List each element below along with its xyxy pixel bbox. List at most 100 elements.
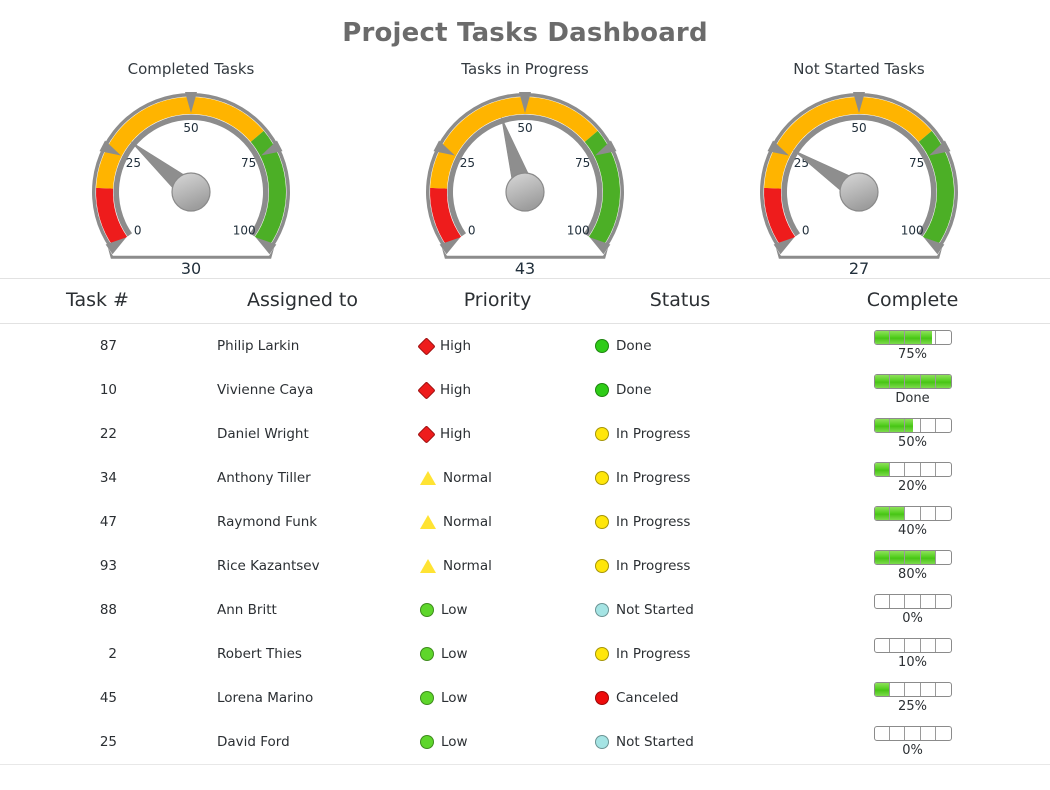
priority-wrap: Low [420,734,585,750]
progress-label: 75% [898,347,927,362]
status-dot-icon [595,515,609,529]
gauge-band-1 [430,96,598,189]
circle-icon [420,691,434,705]
progress-segment [875,727,890,740]
table-row[interactable]: 25 David Ford Low Not Started 0% [0,720,1050,765]
cell-status: In Progress [585,632,775,676]
progress-segment [936,683,950,696]
progress-segment [905,463,921,476]
gauge-value: 43 [515,259,535,278]
progress-cell: 50% [775,418,1050,450]
status-dot-icon [595,427,609,441]
progress-cell: 10% [775,638,1050,670]
progress-segment [905,595,921,608]
table-row[interactable]: 88 Ann Britt Low Not Started 0% [0,588,1050,632]
gauge-tick-label-100: 100 [901,223,924,237]
progress-segment [936,375,950,388]
status-label: Done [616,382,652,398]
priority-wrap: Normal [420,514,585,530]
progress-segment [875,683,890,696]
column-header-assignee[interactable]: Assigned to [195,278,410,324]
progress-bar [873,594,952,609]
status-label: In Progress [616,514,691,530]
cell-task-number: 87 [0,323,195,368]
progress-segment [875,419,890,432]
table-row[interactable]: 10 Vivienne Caya High Done Done [0,368,1050,412]
progress-segment [875,595,890,608]
progress-segment [936,595,950,608]
progress-segment [875,331,890,344]
cell-complete: 0% [775,720,1050,765]
gauge-dial: 0 25 50 75 100 30 [92,92,290,278]
progress-segment [905,419,921,432]
gauge-card-completed-tasks: Completed Tasks 0 25 50 75 100 30 [41,60,341,285]
progress-label: 0% [902,743,923,758]
status-wrap: In Progress [595,470,775,486]
progress-label: 25% [898,699,927,714]
priority-wrap: Low [420,602,585,618]
tasks-table: Task # Assigned to Priority Status Compl… [0,278,1050,765]
gauge-tick-0 [105,237,127,255]
progress-segment [890,375,906,388]
progress-segment [890,727,906,740]
column-header-complete[interactable]: Complete [775,278,1050,324]
table-row[interactable]: 87 Philip Larkin High Done 75% [0,323,1050,368]
progress-label: 80% [898,567,927,582]
gauge-tick-75 [595,140,617,156]
progress-bar [873,638,952,653]
progress-segment [921,507,937,520]
gauge-band-1 [96,96,264,189]
priority-label: Normal [443,470,492,486]
status-dot-icon [595,339,609,353]
progress-segment [921,463,937,476]
gauge-band-2 [584,130,620,247]
progress-bar [873,726,952,741]
status-label: Not Started [616,734,694,750]
gauge-tick-100 [589,237,611,255]
gauge-tick-label-100: 100 [567,223,590,237]
progress-segment [890,551,906,564]
cell-priority: High [410,368,585,412]
gauge-base [441,247,609,259]
gauge-tick-label-75: 75 [241,156,256,170]
status-dot-icon [595,383,609,397]
column-header-task[interactable]: Task # [0,278,195,324]
progress-segments [875,463,951,476]
column-header-priority[interactable]: Priority [410,278,585,324]
priority-label: Low [441,646,468,662]
tasks-table-head: Task # Assigned to Priority Status Compl… [0,278,1050,324]
gauge-tick-label-75: 75 [575,156,590,170]
status-dot-icon [595,471,609,485]
priority-label: Low [441,690,468,706]
cell-assignee: David Ford [195,720,410,765]
table-row[interactable]: 2 Robert Thies Low In Progress 10% [0,632,1050,676]
priority-wrap: High [417,336,585,356]
table-row[interactable]: 93 Rice Kazantsev Normal In Progress 80% [0,544,1050,588]
cell-complete: 25% [775,676,1050,720]
gauge-tick-50 [519,92,531,113]
cell-assignee: Raymond Funk [195,500,410,544]
table-row[interactable]: 22 Daniel Wright High In Progress 50% [0,412,1050,456]
table-row[interactable]: 45 Lorena Marino Low Canceled 25% [0,676,1050,720]
gauge-base [107,247,275,259]
gauge-tick-label-0: 0 [802,223,810,237]
progress-bar [873,506,952,521]
cell-status: Not Started [585,588,775,632]
cell-task-number: 2 [0,632,195,676]
gauge-hub [171,172,211,212]
progress-segments [875,595,951,608]
status-dot-icon [595,647,609,661]
progress-segment [936,419,950,432]
column-header-status[interactable]: Status [585,278,775,324]
table-row[interactable]: 34 Anthony Tiller Normal In Progress 20% [0,456,1050,500]
progress-fill [874,463,890,476]
table-row[interactable]: 47 Raymond Funk Normal In Progress 40% [0,500,1050,544]
triangle-wrap [420,515,436,529]
diamond-icon [417,336,436,356]
progress-segment [921,639,937,652]
cell-task-number: 25 [0,720,195,765]
status-wrap: Done [595,382,775,398]
tasks-table-body: 87 Philip Larkin High Done 75% 10 Vivienne Cay… [0,323,1050,765]
gauge-base [775,247,943,259]
gauge-tick-25 [99,140,121,156]
